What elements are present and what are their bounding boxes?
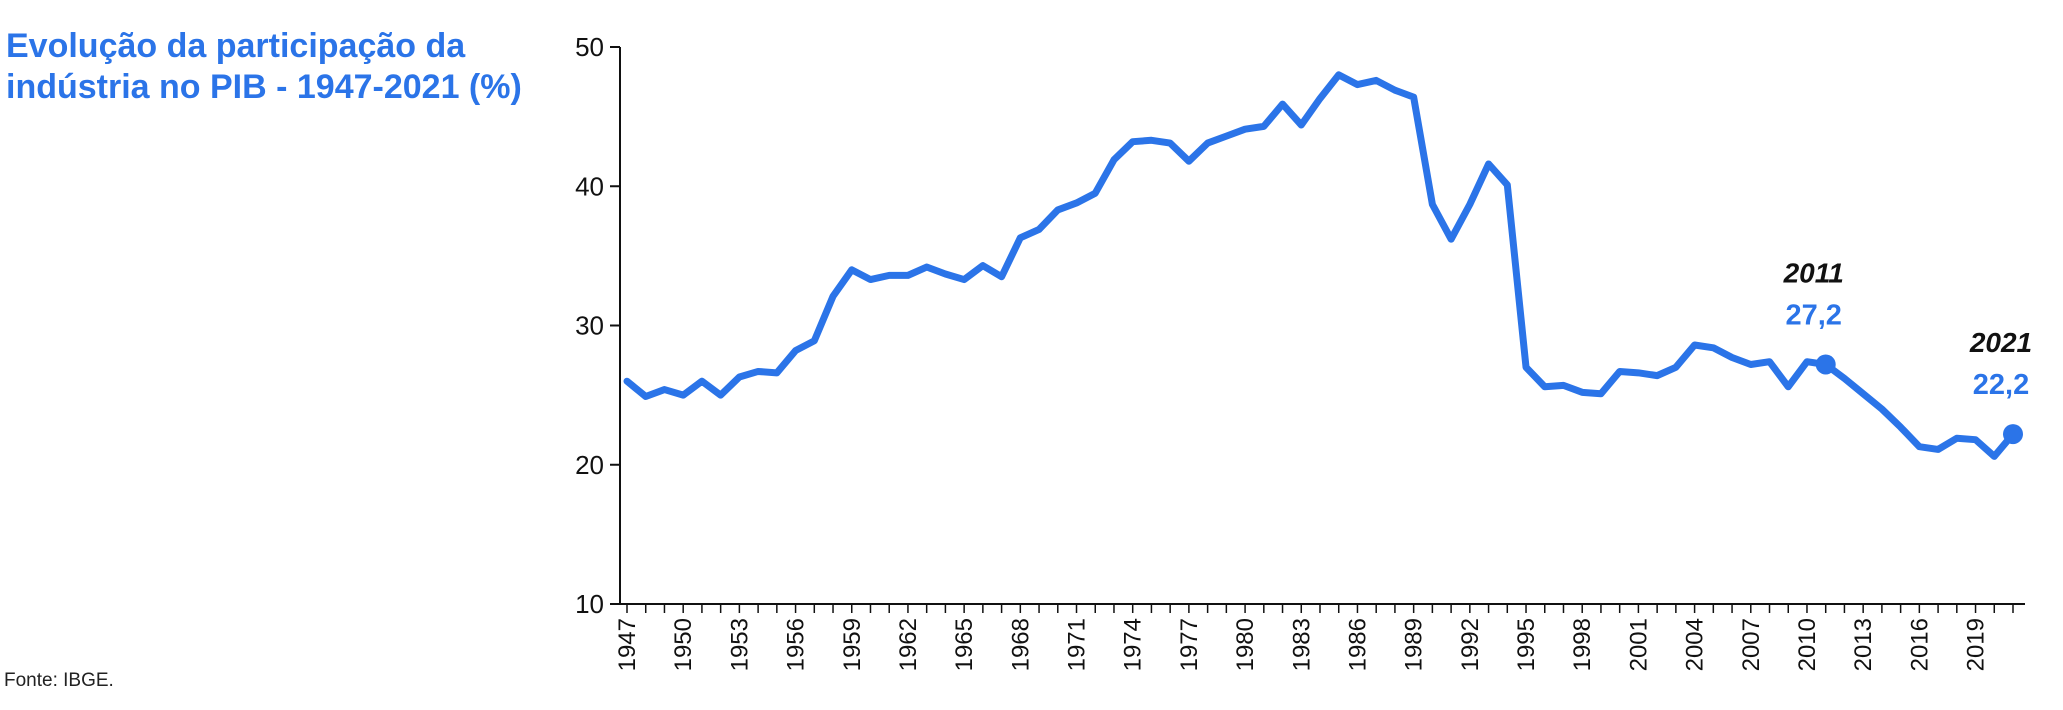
x-tick-label: 1971 — [1064, 618, 1091, 671]
y-tick-label: 10 — [575, 589, 604, 619]
x-tick-label: 1992 — [1457, 618, 1484, 671]
highlight-point — [1815, 354, 1836, 375]
chart-series — [623, 71, 2017, 460]
x-tick-label: 1956 — [783, 618, 810, 671]
series-line — [623, 71, 2017, 460]
x-tick-label: 2010 — [1794, 618, 1821, 671]
x-tick-label: 1968 — [1007, 618, 1034, 671]
x-tick-label: 1974 — [1120, 618, 1147, 671]
annotation-year-label: 2021 — [1969, 327, 2032, 358]
x-tick-label: 1950 — [670, 618, 697, 671]
y-tick-label: 50 — [575, 32, 604, 62]
x-tick-label: 1989 — [1401, 618, 1428, 671]
x-tick-label: 1980 — [1232, 618, 1259, 671]
x-tick-label: 1983 — [1288, 618, 1315, 671]
x-tick-label: 1965 — [951, 618, 978, 671]
x-tick-label: 2007 — [1738, 618, 1765, 671]
y-tick-label: 30 — [575, 311, 604, 341]
highlight-point — [2003, 424, 2023, 445]
x-tick-label: 2001 — [1625, 618, 1652, 671]
x-tick-label: 1977 — [1176, 618, 1203, 671]
source-note: Fonte: IBGE. — [4, 670, 114, 691]
chart-annotations: 2011 27,2 2021 22,2 — [1783, 257, 2032, 445]
x-tick-label: 1953 — [726, 618, 753, 671]
x-tick-label: 2019 — [1963, 618, 1990, 671]
x-tick-label: 1947 — [614, 618, 641, 671]
y-tick-label: 20 — [575, 450, 604, 480]
x-tick-label: 1998 — [1569, 618, 1596, 671]
x-tick-label: 1959 — [839, 618, 866, 671]
x-tick-label: 1986 — [1344, 618, 1371, 671]
x-tick-label: 2004 — [1682, 618, 1709, 671]
x-tick-label: 1962 — [895, 618, 922, 671]
annotation-value-label: 22,2 — [1973, 369, 2029, 401]
x-tick-label: 1995 — [1513, 618, 1540, 671]
annotation-value-label: 27,2 — [1785, 299, 1841, 331]
chart-title: Evolução da participação da indústria no… — [6, 27, 522, 106]
x-tick-label: 2013 — [1850, 618, 1877, 671]
chart-ticks: 10 20 30 40 50 1947 1950 1953 1956 1959 1962 1965 19… — [575, 32, 2014, 671]
y-tick-label: 40 — [575, 171, 604, 201]
x-tick-label: 2016 — [1906, 618, 1933, 671]
annotation-year-label: 2011 — [1783, 257, 1844, 288]
